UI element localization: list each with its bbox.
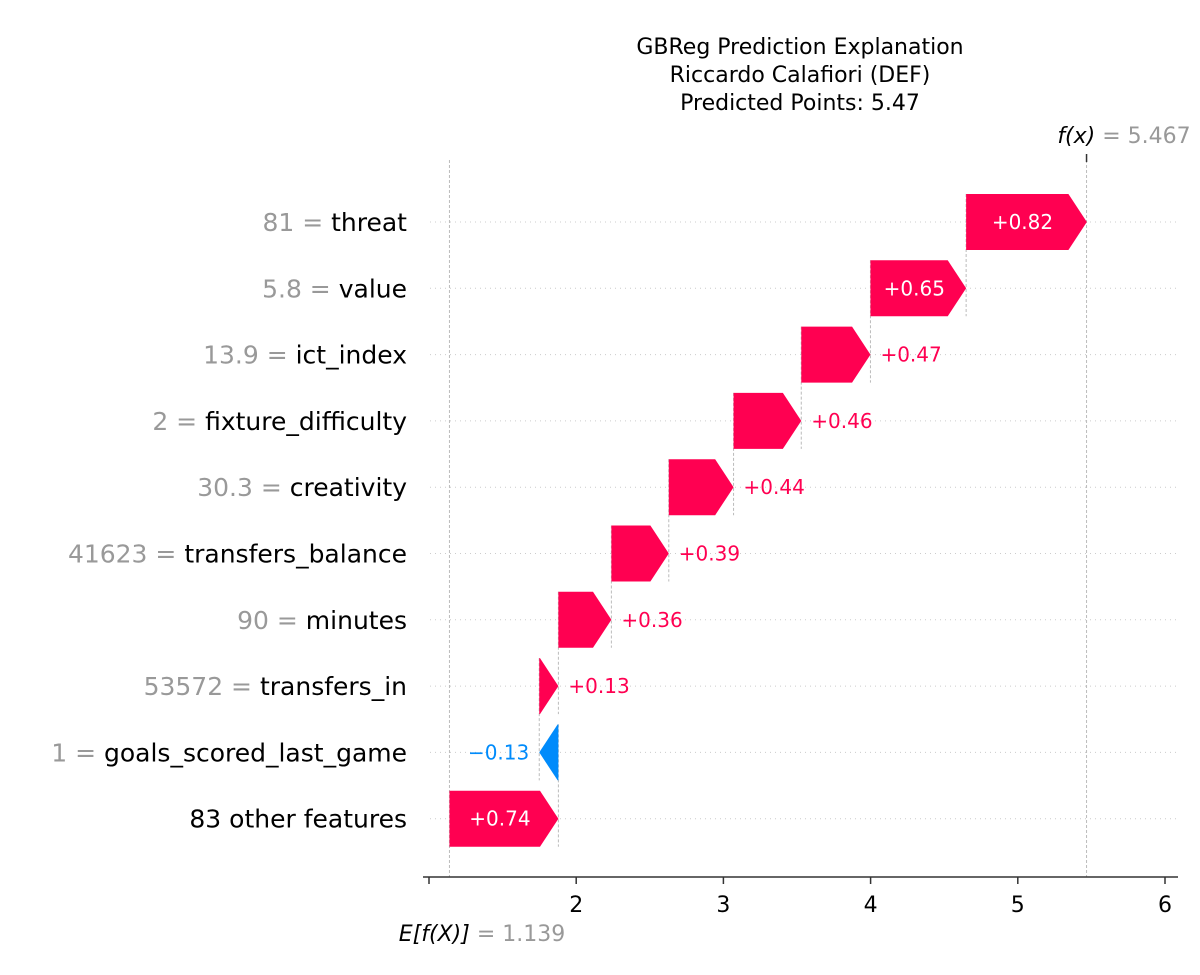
base-value-text: = 1.139 — [477, 922, 565, 947]
base-value-annotation: E[f(X)] = 1.139 — [399, 922, 565, 947]
bar-value-label: +0.39 — [679, 542, 740, 566]
bar-83-other-features — [449, 790, 559, 847]
bar-creativity — [668, 459, 734, 516]
feature-name: transfers_balance — [184, 540, 407, 569]
feature-name: threat — [331, 208, 407, 237]
bar-goals-scored-last-game — [539, 724, 559, 781]
bar-value-label: +0.13 — [568, 674, 629, 698]
feature-value: 53572 = — [144, 672, 260, 701]
feature-name: goals_scored_last_game — [104, 738, 407, 767]
feature-value: 13.9 = — [203, 341, 296, 370]
feature-name: creativity — [290, 473, 407, 502]
chart-title-line-3: Predicted Points: 5.47 — [680, 91, 920, 116]
bar-ict-index — [801, 326, 871, 383]
feature-label: 5.8 = value — [262, 274, 407, 303]
feature-name: ict_index — [296, 341, 407, 370]
output-label: f(x) — [1057, 124, 1102, 149]
feature-label: 90 = minutes — [237, 606, 407, 635]
x-tick-label: 5 — [1011, 893, 1025, 918]
chart-title-line-2: Riccardo Calafiori (DEF) — [670, 63, 931, 88]
feature-name: minutes — [306, 606, 407, 635]
feature-label: 83 other features — [189, 805, 407, 834]
feature-value: 90 = — [237, 606, 306, 635]
bar-transfers-balance — [611, 525, 669, 582]
bar-value-label: +0.47 — [880, 343, 941, 367]
feature-name: fixture_difficulty — [205, 407, 407, 436]
feature-value: 1 = — [51, 738, 104, 767]
chart-title-line-1: GBReg Prediction Explanation — [636, 35, 963, 60]
feature-value: 81 = — [262, 208, 331, 237]
bar-value-label: +0.36 — [621, 608, 682, 632]
bar-threat — [966, 194, 1087, 250]
bar-fixture-difficulty — [733, 392, 802, 449]
feature-label: 41623 = transfers_balance — [68, 540, 407, 569]
feature-value: 2 = — [152, 407, 205, 436]
bar-value-label: −0.13 — [468, 740, 529, 764]
feature-label: 13.9 = ict_index — [203, 341, 407, 370]
bar-transfers-in — [539, 658, 559, 715]
feature-value: 30.3 = — [197, 473, 290, 502]
feature-name: 83 other features — [189, 805, 407, 834]
output-value-annotation: f(x) = 5.467 — [1057, 124, 1190, 149]
feature-name: transfers_in — [260, 672, 407, 701]
bar-value-label: +0.46 — [811, 409, 872, 433]
bar-value-label: +0.74 — [469, 807, 530, 831]
feature-label: 2 = fixture_difficulty — [152, 407, 407, 436]
feature-value: 5.8 = — [262, 274, 339, 303]
plot-area: +0.82 81 = threat +0.65 5.8 = value +0.47 13.… — [51, 124, 1190, 947]
bar-value-label: +0.44 — [744, 475, 805, 499]
feature-label: 30.3 = creativity — [197, 473, 407, 502]
feature-value: 41623 = — [68, 540, 184, 569]
x-tick-label: 6 — [1158, 893, 1172, 918]
feature-label: 53572 = transfers_in — [144, 672, 407, 701]
feature-name: value — [339, 274, 407, 303]
x-tick-label: 2 — [569, 893, 583, 918]
output-value-text: = 5.467 — [1102, 124, 1190, 149]
feature-label: 1 = goals_scored_last_game — [51, 738, 407, 767]
bar-value — [870, 260, 967, 317]
bar-value-label: +0.65 — [884, 276, 945, 300]
x-tick-label: 3 — [716, 893, 730, 918]
bar-value-label: +0.82 — [992, 210, 1053, 234]
x-tick-label: 4 — [864, 893, 878, 918]
base-label: E[f(X)] — [399, 922, 477, 947]
feature-label: 81 = threat — [262, 208, 407, 237]
bar-minutes — [558, 591, 612, 648]
